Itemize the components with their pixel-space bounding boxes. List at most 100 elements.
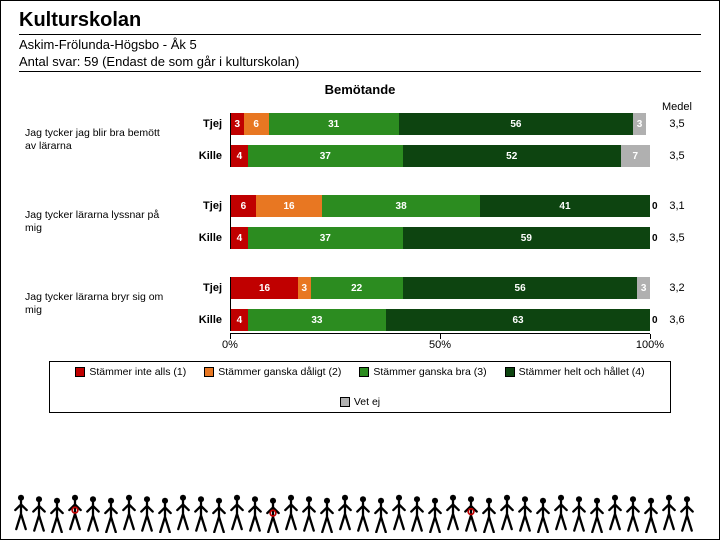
person-icon [29, 495, 49, 533]
person-icon [389, 493, 409, 531]
chart-area: Bemötande MedelJag tycker jag blir bra b… [1, 76, 719, 413]
question-label: Jag tycker lärarna lyssnar på mig [25, 209, 170, 235]
person-icon [677, 495, 697, 533]
person-icon [443, 493, 463, 531]
person-icon [335, 493, 355, 531]
bar-segment: 41 [480, 195, 650, 217]
bar: 4033630 [230, 309, 650, 331]
bar-segment: 3 [298, 277, 311, 299]
person-icon [623, 495, 643, 533]
question-label: Jag tycker lärarna bryr sig om mig [25, 291, 170, 317]
subtitle-line1: Askim-Frölunda-Högsbo - Åk 5 [19, 37, 701, 52]
person-icon [587, 496, 607, 533]
bar-segment: 52 [403, 145, 621, 167]
person-icon [47, 496, 67, 533]
axis-tick-label: 50% [429, 339, 451, 351]
bar-segment: 3 [633, 113, 646, 135]
subtitle-line2: Antal svar: 59 (Endast de som går i kult… [19, 54, 701, 69]
row-label: Tjej [170, 200, 230, 212]
person-icon [407, 495, 427, 533]
person-icon [137, 495, 157, 533]
bar-segment: 6 [244, 113, 269, 135]
medel-value: 3,5 [650, 118, 704, 130]
person-icon [101, 496, 121, 533]
axis-row: 0% 50% 100% [25, 333, 695, 351]
bar-segment: 33 [248, 309, 386, 331]
legend-swatch [359, 367, 369, 377]
bar-segment: 31 [269, 113, 399, 135]
row-label: Kille [170, 232, 230, 244]
bar: 4037527 [230, 145, 650, 167]
row-label: Tjej [170, 282, 230, 294]
x-axis: 0%50%100% [230, 333, 650, 351]
rule [19, 34, 701, 35]
person-icon [227, 493, 247, 531]
bar-segment: 56 [403, 277, 638, 299]
legend-item: Vet ej [340, 396, 380, 408]
legend-swatch [204, 367, 214, 377]
person-icon [245, 495, 265, 533]
person-icon [299, 495, 319, 533]
bar: 3631563 [230, 113, 650, 135]
person-icon [191, 495, 211, 533]
person-icon [641, 496, 661, 533]
bar-segment: 4 [231, 145, 248, 167]
bar-segment: 37 [248, 145, 403, 167]
bar-segment: 56 [399, 113, 634, 135]
person-icon [317, 496, 337, 533]
bar-segment: 22 [311, 277, 403, 299]
bar-segment: 37 [248, 227, 403, 249]
person-icon [515, 495, 535, 533]
footer-people [11, 491, 709, 533]
medel-value: 3,6 [650, 314, 704, 326]
bar-segment: 3 [231, 113, 244, 135]
page-title: Kulturskolan [19, 9, 701, 32]
person-icon [659, 493, 679, 531]
legend-label: Stämmer ganska bra (3) [373, 366, 486, 378]
legend-swatch [505, 367, 515, 377]
axis-tick-label: 0% [222, 339, 238, 351]
legend-swatch [75, 367, 85, 377]
person-icon [569, 495, 589, 533]
bar-segment: 59 [403, 227, 650, 249]
person-icon [155, 496, 175, 533]
bar-segment: 4 [231, 309, 248, 331]
bar-segment: 4 [231, 227, 248, 249]
medel-value: 3,5 [650, 232, 704, 244]
legend-item: Stämmer ganska dåligt (2) [204, 366, 341, 378]
bar: 16322563 [230, 277, 650, 299]
person-icon [497, 493, 517, 531]
person-icon [119, 493, 139, 531]
person-icon [479, 496, 499, 533]
bar: 61638410 [230, 195, 650, 217]
rule [19, 71, 701, 72]
legend-label: Vet ej [354, 396, 380, 408]
chart-grid: MedelJag tycker jag blir bra bemött av l… [25, 101, 695, 331]
bar-segment: 3 [637, 277, 650, 299]
question-label: Jag tycker jag blir bra bemött av lärarn… [25, 127, 170, 153]
header: Kulturskolan Askim-Frölunda-Högsbo - Åk … [1, 1, 719, 76]
legend-item: Stämmer ganska bra (3) [359, 366, 486, 378]
row-label: Kille [170, 314, 230, 326]
person-icon [281, 493, 301, 531]
person-icon [65, 493, 85, 531]
legend-label: Stämmer ganska dåligt (2) [218, 366, 341, 378]
person-icon [605, 493, 625, 531]
medel-value: 3,1 [650, 200, 704, 212]
bar-segment: 16 [231, 277, 298, 299]
medel-value: 3,2 [650, 282, 704, 294]
person-icon [11, 493, 31, 531]
person-icon [353, 495, 373, 533]
person-icon [533, 496, 553, 533]
person-icon [551, 493, 571, 531]
axis-tick-label: 100% [636, 339, 664, 351]
person-icon [371, 496, 391, 533]
medel-header: Medel [650, 101, 704, 113]
bar-segment: 7 [621, 145, 650, 167]
bar-segment: 38 [322, 195, 480, 217]
legend-label: Stämmer inte alls (1) [89, 366, 186, 378]
bar-segment: 6 [231, 195, 256, 217]
row-label: Tjej [170, 118, 230, 130]
chart-title: Bemötande [25, 82, 695, 97]
legend-item: Stämmer inte alls (1) [75, 366, 186, 378]
